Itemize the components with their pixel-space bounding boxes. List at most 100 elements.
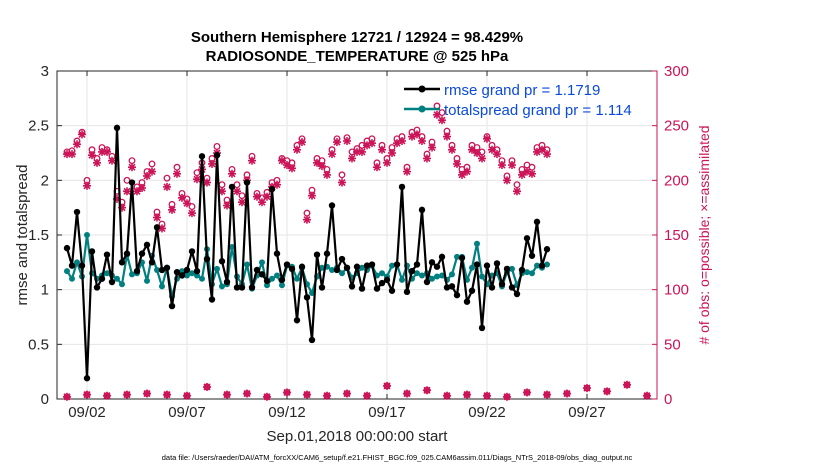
totalspread-point — [129, 271, 135, 278]
obs-assimilated-point — [423, 386, 431, 395]
obs-assimilated-point — [483, 134, 491, 143]
rmse-point — [303, 294, 311, 301]
y-left-tick-label: 2.5 — [28, 118, 49, 135]
obs-assimilated-point — [343, 136, 351, 145]
totalspread-point — [434, 273, 440, 280]
rmse-point — [463, 298, 471, 305]
totalspread-point — [389, 262, 395, 269]
totalspread-point — [144, 277, 150, 284]
rmse-point — [458, 254, 466, 262]
rmse-point — [533, 218, 541, 226]
obs-assimilated-point — [378, 145, 386, 154]
obs-assimilated-point — [443, 132, 451, 141]
obs-assimilated-point — [338, 178, 346, 187]
y-right-tick-label: 150 — [664, 227, 689, 244]
obs-assimilated-point — [93, 158, 101, 167]
totalspread-point — [279, 282, 285, 289]
obs-assimilated-point — [298, 138, 306, 147]
rmse-point — [223, 278, 231, 286]
rmse-point — [143, 241, 151, 249]
obs-assimilated-point — [263, 192, 271, 201]
rmse-point — [238, 284, 246, 291]
obs-assimilated-point — [463, 390, 471, 399]
obs-assimilated-point — [343, 389, 351, 398]
obs-assimilated-point — [303, 390, 311, 399]
totalspread-point — [524, 269, 530, 276]
totalspread-point — [259, 259, 265, 266]
y-right-tick-label: 300 — [664, 63, 689, 80]
obs-assimilated-point — [203, 382, 211, 391]
rmse-point — [313, 251, 321, 258]
totalspread-point — [294, 275, 300, 282]
y-right-tick-label: 100 — [664, 282, 689, 299]
x-axis-label: Sep.01,2018 00:00:00 start — [267, 428, 449, 445]
rmse-series — [63, 124, 551, 382]
y-left-tick-label: 2 — [41, 172, 49, 189]
obs-assimilated-point — [208, 159, 216, 168]
obs-assimilated-point — [483, 391, 491, 400]
obs-assimilated-point — [543, 390, 551, 399]
obs-assimilated-point — [83, 181, 91, 190]
x-axis: 09/02 09/07 09/12 09/17 09/22 09/27 — [68, 71, 606, 421]
rmse-point — [258, 271, 266, 278]
totalspread-point — [429, 275, 435, 282]
rmse-point — [363, 262, 371, 269]
rmse-point — [393, 261, 401, 268]
rmse-point — [263, 277, 271, 285]
rmse-point — [123, 250, 131, 257]
totalspread-point — [244, 261, 250, 268]
obs-assimilated-point — [248, 156, 256, 165]
totalspread-point — [194, 272, 200, 279]
obs-assimilated-point — [228, 169, 236, 178]
rmse-point — [98, 275, 106, 282]
obs-assimilated-point — [463, 167, 471, 176]
rmse-point — [118, 259, 126, 266]
totalspread-point — [399, 276, 405, 283]
obs-assimilated-point — [403, 167, 411, 176]
rmse-point — [193, 267, 201, 275]
y-left-tick-label: 0.5 — [28, 336, 49, 353]
rmse-point — [63, 244, 71, 252]
obs-assimilated-point — [403, 389, 411, 398]
rmse-point — [378, 279, 386, 287]
obs-assimilated-point — [333, 138, 341, 147]
rmse-point — [153, 224, 161, 231]
totalspread-point — [339, 270, 345, 277]
rmse-point — [488, 284, 496, 291]
obs-assimilated-point — [308, 191, 316, 200]
totalspread-point — [319, 264, 325, 271]
y-left-tick-label: 3 — [41, 63, 49, 80]
obs-assimilated-point — [223, 201, 231, 210]
totalspread-point — [264, 282, 270, 289]
footer-data-file: data file: /Users/raeder/DAI/ATM_forcXX/… — [162, 453, 633, 462]
obs-assimilated-point — [233, 187, 241, 196]
obs-assimilated-point — [88, 151, 96, 160]
rmse-point — [518, 266, 526, 274]
rmse-point — [523, 235, 531, 242]
totalspread-point — [419, 272, 425, 279]
obs-assimilated-point — [108, 156, 116, 165]
y-axis-left: 0 0.5 1 1.5 2 2.5 3 — [28, 63, 62, 408]
y-axis-right: 0 50 100 150 200 250 300 — [652, 63, 689, 408]
obs-assimilated-point — [498, 161, 506, 170]
obs-possible-point — [148, 160, 156, 168]
obs-assimilated-point — [133, 187, 141, 196]
rmse-point — [353, 263, 361, 270]
rmse-point — [173, 268, 181, 276]
rmse-point — [278, 276, 286, 284]
totalspread-point — [479, 273, 485, 280]
rmse-point — [288, 265, 296, 273]
rmse-point — [423, 278, 431, 286]
obs-assimilated-point — [643, 391, 651, 400]
totalspread-point — [534, 262, 540, 269]
x-tick-label: 09/12 — [268, 404, 306, 421]
rmse-point — [468, 287, 476, 294]
obs-assimilated-point — [323, 170, 331, 179]
rmse-point — [78, 262, 86, 269]
obs-assimilated-point — [163, 390, 171, 399]
obs-assimilated-point — [358, 147, 366, 156]
obs-assimilated-point — [433, 110, 441, 119]
obs-assimilated-point — [68, 150, 76, 159]
rmse-point — [133, 267, 141, 275]
